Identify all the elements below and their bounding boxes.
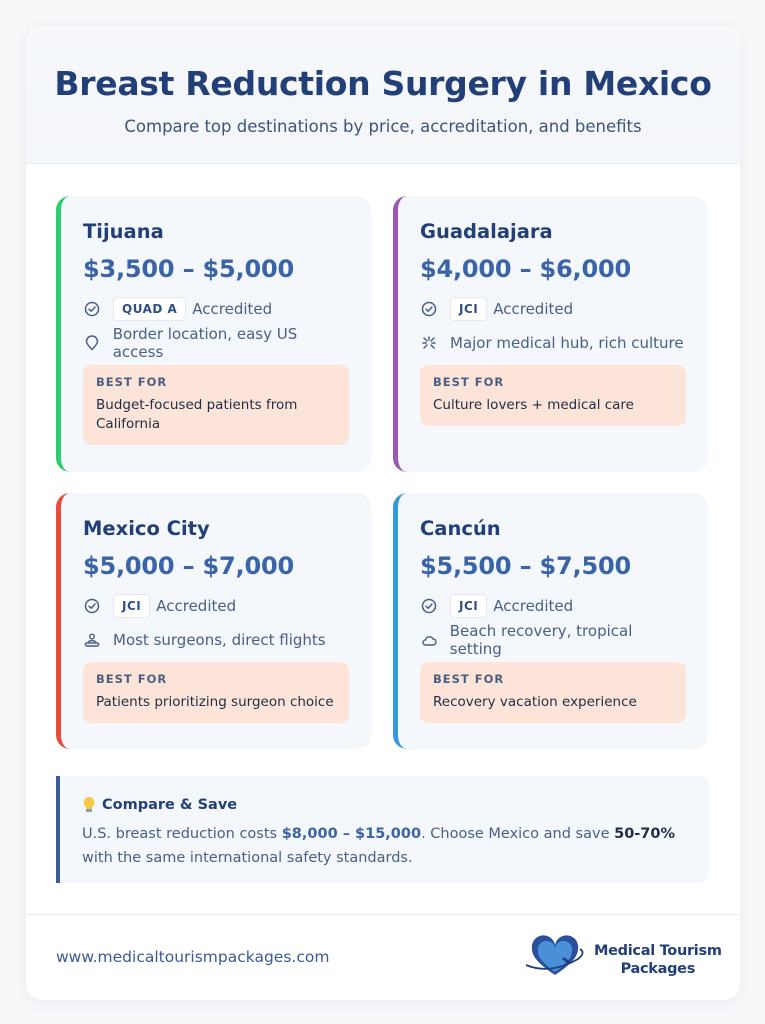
people-icon [83, 631, 101, 649]
city-name: Cancún [420, 517, 501, 540]
best-for-box: BEST FOR Culture lovers + medical care [420, 365, 686, 426]
logo-line-1: Medical Tourism [594, 943, 722, 959]
price-range: $5,000 – $7,000 [83, 552, 294, 580]
accreditation-badge: JCI [450, 297, 488, 321]
callout-text: U.S. breast reduction costs [82, 826, 282, 842]
accreditation-label: Accredited [156, 597, 237, 615]
savings-percent: 50-70% [614, 826, 676, 842]
page-subtitle: Compare top destinations by price, accre… [124, 117, 642, 136]
sparkle-icon [420, 334, 438, 352]
heart-plane-logo-icon [520, 935, 590, 985]
best-for-label: BEST FOR [433, 672, 505, 686]
feature-row: Major medical hub, rich culture [420, 331, 686, 355]
page-title: Breast Reduction Surgery in Mexico [54, 64, 712, 103]
city-name: Tijuana [83, 220, 164, 243]
city-name: Guadalajara [420, 220, 553, 243]
best-for-box: BEST FOR Budget-focused patients from Ca… [83, 365, 349, 445]
best-for-text: Recovery vacation experience [433, 694, 637, 710]
feature-row: Most surgeons, direct flights [83, 628, 349, 652]
check-circle-icon [83, 597, 101, 615]
check-circle-icon [420, 300, 438, 318]
feature-text: Major medical hub, rich culture [450, 334, 684, 352]
destination-card-mexico-city: Mexico City $5,000 – $7,000 JCI Accredit… [56, 493, 371, 749]
header: Breast Reduction Surgery in Mexico Compa… [26, 26, 740, 164]
best-for-label: BEST FOR [96, 375, 168, 389]
accreditation-row: JCI Accredited [83, 594, 349, 618]
footer: www.medicaltourismpackages.com Medical T… [26, 914, 740, 1000]
map-pin-icon [83, 334, 101, 352]
callout-title: Compare & Save [102, 797, 238, 813]
destination-card-tijuana: Tijuana $3,500 – $5,000 QUAD A Accredite… [56, 196, 371, 472]
price-range: $3,500 – $5,000 [83, 255, 294, 283]
us-price: $8,000 – $15,000 [281, 826, 422, 842]
compare-save-callout: Compare & Save U.S. breast reduction cos… [56, 776, 709, 883]
best-for-box: BEST FOR Recovery vacation experience [420, 662, 686, 723]
callout-title-row: Compare & Save [82, 796, 687, 814]
accreditation-label: Accredited [493, 597, 574, 615]
city-name: Mexico City [83, 517, 210, 540]
lightbulb-icon [82, 796, 96, 814]
best-for-text: Patients prioritizing surgeon choice [96, 694, 334, 710]
price-range: $5,500 – $7,500 [420, 552, 631, 580]
best-for-text: Budget-focused patients from California [96, 397, 298, 432]
check-circle-icon [420, 597, 438, 615]
accreditation-label: Accredited [493, 300, 574, 318]
website-link[interactable]: www.medicaltourismpackages.com [56, 948, 330, 966]
brand-logo: Medical Tourism Packages [520, 935, 722, 985]
feature-text: Most surgeons, direct flights [113, 631, 326, 649]
logo-line-2: Packages [620, 961, 696, 977]
destination-card-guadalajara: Guadalajara $4,000 – $6,000 JCI Accredit… [393, 196, 708, 472]
callout-text: with the same international safety stand… [82, 850, 413, 866]
feature-text: Beach recovery, tropical setting [449, 622, 633, 658]
price-range: $4,000 – $6,000 [420, 255, 631, 283]
destination-card-cancun: Cancún $5,500 – $7,500 JCI Accredited Be… [393, 493, 708, 749]
best-for-label: BEST FOR [96, 672, 168, 686]
accreditation-label: Accredited [192, 300, 273, 318]
accreditation-badge: JCI [450, 594, 488, 618]
best-for-label: BEST FOR [433, 375, 505, 389]
callout-body: U.S. breast reduction costs $8,000 – $15… [82, 822, 687, 870]
best-for-text: Culture lovers + medical care [433, 397, 634, 413]
logo-text: Medical Tourism Packages [594, 942, 722, 978]
callout-text: . Choose Mexico and save [421, 826, 615, 842]
accreditation-row: JCI Accredited [420, 594, 686, 618]
accreditation-row: QUAD A Accredited [83, 297, 349, 321]
accreditation-row: JCI Accredited [420, 297, 686, 321]
accreditation-badge: JCI [113, 594, 151, 618]
check-circle-icon [83, 300, 101, 318]
accreditation-badge: QUAD A [113, 297, 187, 321]
feature-text: Border location, easy US access [112, 325, 298, 361]
feature-row: Beach recovery, tropical setting [420, 622, 686, 658]
feature-row: Border location, easy US access [83, 325, 349, 361]
cloud-icon [420, 631, 438, 649]
best-for-box: BEST FOR Patients prioritizing surgeon c… [83, 662, 349, 723]
infographic-page: Breast Reduction Surgery in Mexico Compa… [26, 26, 740, 1000]
